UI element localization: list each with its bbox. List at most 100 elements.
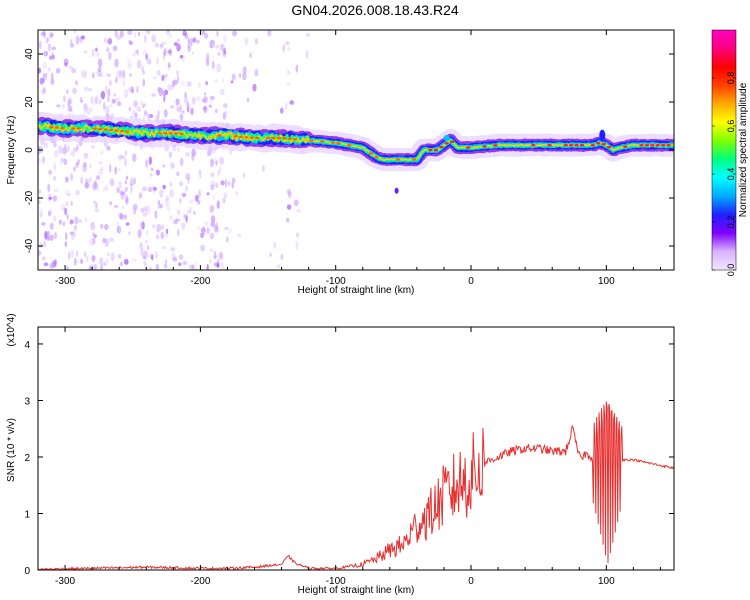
ridge-peak — [233, 135, 238, 138]
noise-blob — [156, 109, 161, 119]
y-tick-label: -40 — [24, 238, 35, 253]
noise-blob — [108, 163, 112, 173]
noise-blob — [58, 145, 63, 155]
noise-blob — [40, 89, 45, 95]
noise-blob — [152, 188, 157, 193]
noise-blob — [175, 98, 180, 106]
noise-blob — [231, 182, 234, 189]
noise-blob — [137, 229, 142, 239]
noise-blob — [227, 180, 231, 186]
noise-blob — [49, 234, 54, 241]
ridge-peak — [265, 136, 271, 140]
noise-blob — [125, 197, 129, 205]
noise-blob — [84, 182, 90, 189]
noise-blob — [89, 163, 92, 169]
noise-blob — [202, 106, 207, 111]
noise-blob — [175, 103, 180, 112]
noise-blob — [80, 69, 84, 78]
ridge-peak — [276, 136, 282, 140]
noise-blob — [183, 96, 189, 104]
noise-blob — [123, 258, 129, 265]
noise-blob — [104, 85, 108, 94]
noise-blob — [75, 190, 80, 196]
ridge-peak — [292, 138, 298, 141]
noise-blob — [286, 81, 291, 86]
noise-blob — [69, 231, 74, 235]
noise-blob — [195, 39, 200, 44]
ridge-peak — [163, 132, 168, 135]
noise-blob — [99, 257, 104, 266]
noise-blob — [100, 223, 104, 229]
noise-blob — [170, 162, 175, 169]
noise-blob — [86, 255, 89, 263]
noise-blob — [177, 75, 180, 84]
noise-blob — [244, 37, 248, 46]
noise-blob — [113, 93, 116, 97]
noise-blob — [151, 254, 154, 261]
noise-blob — [187, 46, 191, 52]
noise-blob — [276, 264, 281, 269]
ridge-peak — [70, 127, 76, 130]
noise-blob — [111, 98, 116, 104]
noise-blob — [164, 259, 168, 264]
ridge-peak — [596, 142, 601, 145]
noise-blob — [94, 208, 99, 213]
noise-blob — [210, 221, 215, 227]
x-tick-label: -300 — [55, 276, 75, 287]
noise-blob — [203, 105, 208, 114]
noise-blob — [209, 232, 215, 240]
ridge-peak — [92, 127, 98, 130]
noise-blob — [83, 161, 87, 168]
noise-blob — [83, 104, 88, 109]
x-tick-label: -200 — [190, 276, 210, 287]
noise-blob — [63, 58, 69, 65]
noise-blob — [69, 43, 75, 48]
noise-blob — [118, 181, 123, 185]
noise-blob — [83, 111, 86, 115]
noise-blob — [286, 188, 292, 196]
noise-blob — [121, 70, 126, 79]
y-tick-label: 2 — [24, 453, 30, 464]
noise-blob — [189, 206, 192, 214]
noise-blob — [129, 182, 133, 187]
noise-blob — [222, 50, 227, 58]
noise-blob — [146, 56, 149, 65]
noise-blob — [38, 250, 42, 256]
noise-blob — [254, 38, 258, 45]
colorbar — [711, 29, 737, 271]
noise-blob — [202, 96, 208, 104]
noise-blob — [76, 144, 79, 152]
noise-blob — [83, 152, 89, 159]
noise-blob — [128, 106, 131, 112]
noise-blob — [91, 73, 95, 79]
noise-blob — [53, 215, 56, 222]
noise-blob — [176, 209, 181, 216]
noise-blob — [185, 151, 190, 158]
noise-blob — [109, 104, 113, 108]
noise-blob — [103, 262, 106, 266]
noise-blob — [64, 232, 68, 241]
noise-blob — [130, 185, 133, 194]
noise-blob — [43, 142, 49, 149]
noise-blob — [163, 263, 168, 269]
noise-blob — [139, 221, 143, 231]
bottom-ylabel: SNR (10 * v/v) — [6, 418, 17, 482]
noise-blob — [220, 180, 225, 186]
ridge-peak — [482, 145, 487, 148]
noise-blob — [59, 157, 63, 166]
ridge-peak — [660, 144, 666, 147]
noise-blob — [106, 73, 111, 78]
noise-blob — [296, 232, 300, 238]
noise-blob — [109, 237, 114, 243]
noise-blob — [211, 60, 215, 70]
noise-blob — [190, 107, 194, 116]
noise-blob — [182, 30, 187, 37]
spectrogram-heatmap — [38, 30, 674, 270]
noise-blob — [201, 30, 206, 36]
noise-blob — [173, 42, 178, 46]
noise-blob — [139, 192, 143, 198]
noise-blob — [65, 189, 70, 197]
noise-blob — [133, 208, 137, 215]
noise-blob — [107, 88, 111, 97]
noise-blob — [141, 65, 144, 72]
